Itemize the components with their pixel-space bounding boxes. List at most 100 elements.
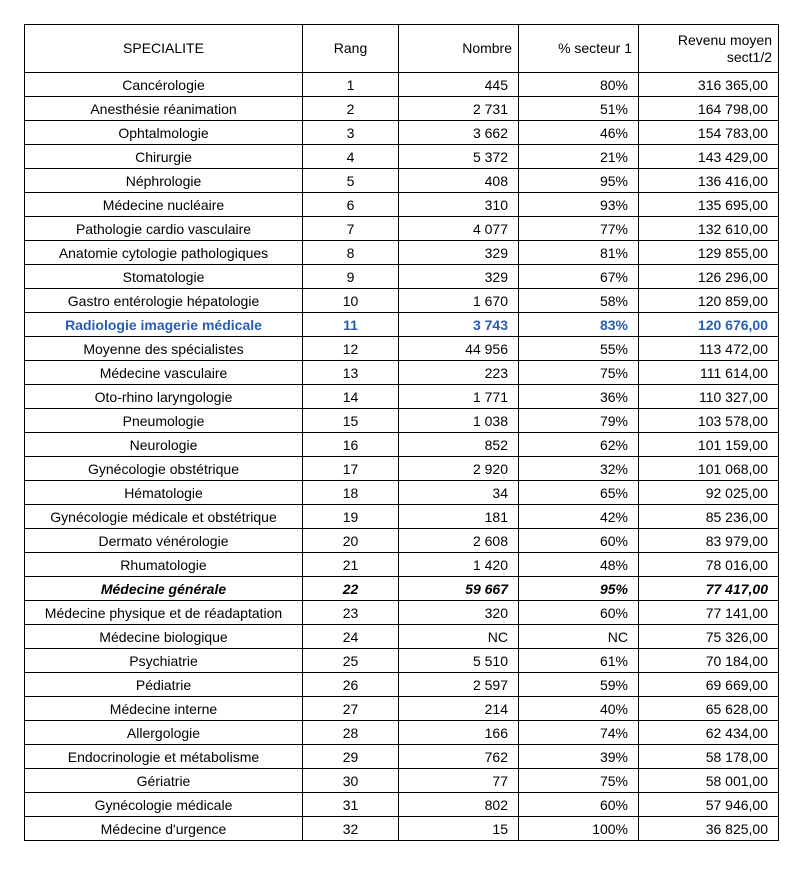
cell-revenu: 85 236,00 — [639, 505, 779, 529]
cell-secteur: 65% — [519, 481, 639, 505]
cell-rang: 16 — [303, 433, 399, 457]
cell-nombre: 2 731 — [399, 97, 519, 121]
cell-rang: 26 — [303, 673, 399, 697]
cell-secteur: 81% — [519, 241, 639, 265]
cell-rang: 9 — [303, 265, 399, 289]
cell-specialite: Radiologie imagerie médicale — [25, 313, 303, 337]
cell-nombre: 5 372 — [399, 145, 519, 169]
cell-specialite: Gynécologie médicale — [25, 793, 303, 817]
table-row: Médecine générale2259 66795%77 417,00 — [25, 577, 779, 601]
table-row: Psychiatrie255 51061%70 184,00 — [25, 649, 779, 673]
cell-revenu: 36 825,00 — [639, 817, 779, 841]
cell-revenu: 57 946,00 — [639, 793, 779, 817]
cell-rang: 4 — [303, 145, 399, 169]
header-secteur: % secteur 1 — [519, 25, 639, 73]
table-row: Gynécologie médicale et obstétrique19181… — [25, 505, 779, 529]
cell-specialite: Neurologie — [25, 433, 303, 457]
cell-secteur: 80% — [519, 73, 639, 97]
cell-specialite: Allergologie — [25, 721, 303, 745]
cell-nombre: 2 608 — [399, 529, 519, 553]
cell-rang: 10 — [303, 289, 399, 313]
cell-secteur: 74% — [519, 721, 639, 745]
cell-rang: 27 — [303, 697, 399, 721]
cell-rang: 8 — [303, 241, 399, 265]
cell-rang: 19 — [303, 505, 399, 529]
cell-revenu: 58 178,00 — [639, 745, 779, 769]
cell-nombre: 445 — [399, 73, 519, 97]
cell-rang: 30 — [303, 769, 399, 793]
specialites-table: SPECIALITE Rang Nombre % secteur 1 Reven… — [24, 24, 779, 841]
cell-revenu: 143 429,00 — [639, 145, 779, 169]
cell-revenu: 101 159,00 — [639, 433, 779, 457]
cell-specialite: Gériatrie — [25, 769, 303, 793]
cell-specialite: Médecine biologique — [25, 625, 303, 649]
cell-specialite: Hématologie — [25, 481, 303, 505]
cell-revenu: 126 296,00 — [639, 265, 779, 289]
cell-rang: 24 — [303, 625, 399, 649]
cell-specialite: Gynécologie obstétrique — [25, 457, 303, 481]
cell-secteur: 36% — [519, 385, 639, 409]
table-body: Cancérologie144580%316 365,00Anesthésie … — [25, 73, 779, 841]
table-row: Médecine nucléaire631093%135 695,00 — [25, 193, 779, 217]
cell-specialite: Gastro entérologie hépatologie — [25, 289, 303, 313]
cell-revenu: 58 001,00 — [639, 769, 779, 793]
cell-secteur: 51% — [519, 97, 639, 121]
cell-revenu: 132 610,00 — [639, 217, 779, 241]
cell-secteur: 67% — [519, 265, 639, 289]
cell-secteur: 75% — [519, 769, 639, 793]
table-row: Médecine vasculaire1322375%111 614,00 — [25, 361, 779, 385]
cell-secteur: 55% — [519, 337, 639, 361]
cell-revenu: 120 676,00 — [639, 313, 779, 337]
cell-revenu: 62 434,00 — [639, 721, 779, 745]
table-row: Hématologie183465%92 025,00 — [25, 481, 779, 505]
table-row: Allergologie2816674%62 434,00 — [25, 721, 779, 745]
cell-specialite: Moyenne des spécialistes — [25, 337, 303, 361]
cell-revenu: 136 416,00 — [639, 169, 779, 193]
cell-nombre: 15 — [399, 817, 519, 841]
cell-nombre: 762 — [399, 745, 519, 769]
cell-rang: 1 — [303, 73, 399, 97]
cell-revenu: 164 798,00 — [639, 97, 779, 121]
cell-rang: 31 — [303, 793, 399, 817]
header-revenu: Revenu moyen sect1/2 — [639, 25, 779, 73]
cell-secteur: 95% — [519, 169, 639, 193]
cell-secteur: 93% — [519, 193, 639, 217]
header-specialite: SPECIALITE — [25, 25, 303, 73]
cell-secteur: 58% — [519, 289, 639, 313]
table-row: Moyenne des spécialistes1244 95655%113 4… — [25, 337, 779, 361]
cell-specialite: Médecine physique et de réadaptation — [25, 601, 303, 625]
cell-revenu: 110 327,00 — [639, 385, 779, 409]
cell-secteur: 59% — [519, 673, 639, 697]
cell-revenu: 120 859,00 — [639, 289, 779, 313]
cell-specialite: Anesthésie réanimation — [25, 97, 303, 121]
cell-revenu: 111 614,00 — [639, 361, 779, 385]
cell-secteur: 83% — [519, 313, 639, 337]
cell-rang: 20 — [303, 529, 399, 553]
table-row: Médecine interne2721440%65 628,00 — [25, 697, 779, 721]
cell-revenu: 103 578,00 — [639, 409, 779, 433]
table-row: Dermato vénérologie202 60860%83 979,00 — [25, 529, 779, 553]
cell-revenu: 77 141,00 — [639, 601, 779, 625]
cell-specialite: Gynécologie médicale et obstétrique — [25, 505, 303, 529]
cell-nombre: 3 743 — [399, 313, 519, 337]
cell-secteur: 95% — [519, 577, 639, 601]
cell-secteur: 60% — [519, 601, 639, 625]
cell-specialite: Oto-rhino laryngologie — [25, 385, 303, 409]
cell-nombre: 181 — [399, 505, 519, 529]
cell-secteur: NC — [519, 625, 639, 649]
cell-secteur: 79% — [519, 409, 639, 433]
table-row: Gynécologie obstétrique172 92032%101 068… — [25, 457, 779, 481]
cell-specialite: Psychiatrie — [25, 649, 303, 673]
cell-secteur: 100% — [519, 817, 639, 841]
cell-specialite: Dermato vénérologie — [25, 529, 303, 553]
cell-specialite: Chirurgie — [25, 145, 303, 169]
cell-rang: 28 — [303, 721, 399, 745]
table-row: Gastro entérologie hépatologie101 67058%… — [25, 289, 779, 313]
cell-rang: 6 — [303, 193, 399, 217]
cell-specialite: Médecine nucléaire — [25, 193, 303, 217]
cell-secteur: 60% — [519, 793, 639, 817]
cell-revenu: 92 025,00 — [639, 481, 779, 505]
table-row: Oto-rhino laryngologie141 77136%110 327,… — [25, 385, 779, 409]
cell-nombre: 59 667 — [399, 577, 519, 601]
cell-specialite: Médecine vasculaire — [25, 361, 303, 385]
